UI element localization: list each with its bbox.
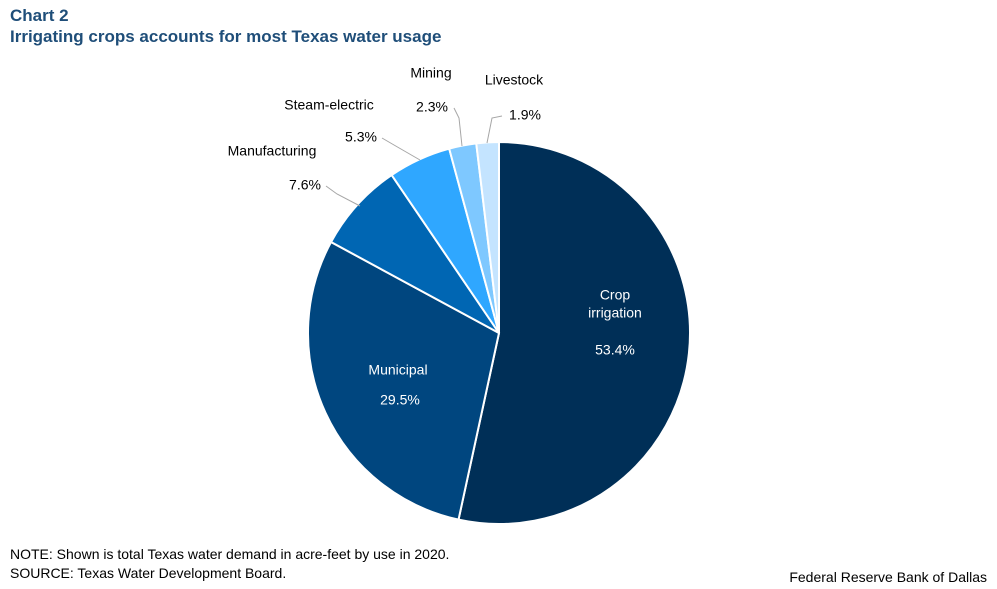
leader-line-manufacturing [325, 185, 361, 207]
slice-value-manufacturing: 7.6% [289, 177, 321, 193]
leader-lines [325, 107, 503, 207]
chart-note: NOTE: Shown is total Texas water demand … [10, 546, 450, 562]
slice-name-manufacturing: Manufacturing [228, 143, 317, 159]
slice-name-livestock: Livestock [485, 72, 544, 88]
leader-line-steam-electric [381, 137, 421, 161]
slice-value-crop-irrigation: 53.4% [595, 342, 635, 358]
slice-name-municipal: Municipal [368, 362, 427, 378]
slice-value-livestock: 1.9% [509, 107, 541, 123]
slice-name-mining: Mining [410, 65, 451, 81]
chart-title: Irrigating crops accounts for most Texas… [10, 27, 442, 46]
chart-label: Chart 2 [10, 6, 69, 25]
slice-name-crop-irrigation-line-1: Crop [600, 287, 631, 303]
slice-labels: Crop irrigation 53.4% Municipal 29.5% Manufac… [228, 65, 642, 408]
leader-line-livestock [486, 115, 503, 144]
slice-name-crop-irrigation-line-2: irrigation [588, 305, 642, 321]
slice-value-municipal: 29.5% [380, 392, 420, 408]
leader-line-mining [453, 107, 463, 147]
chart-source: SOURCE: Texas Water Development Board. [10, 565, 287, 581]
slice-value-steam-electric: 5.3% [345, 129, 377, 145]
slice-name-steam-electric: Steam-electric [284, 97, 373, 113]
slice-value-mining: 2.3% [416, 99, 448, 115]
pie-slice-municipal [307, 240, 501, 521]
pie-slice-crop-irrigation [457, 140, 691, 525]
publisher-credit: Federal Reserve Bank of Dallas [789, 569, 987, 585]
pie-slices [307, 140, 691, 525]
